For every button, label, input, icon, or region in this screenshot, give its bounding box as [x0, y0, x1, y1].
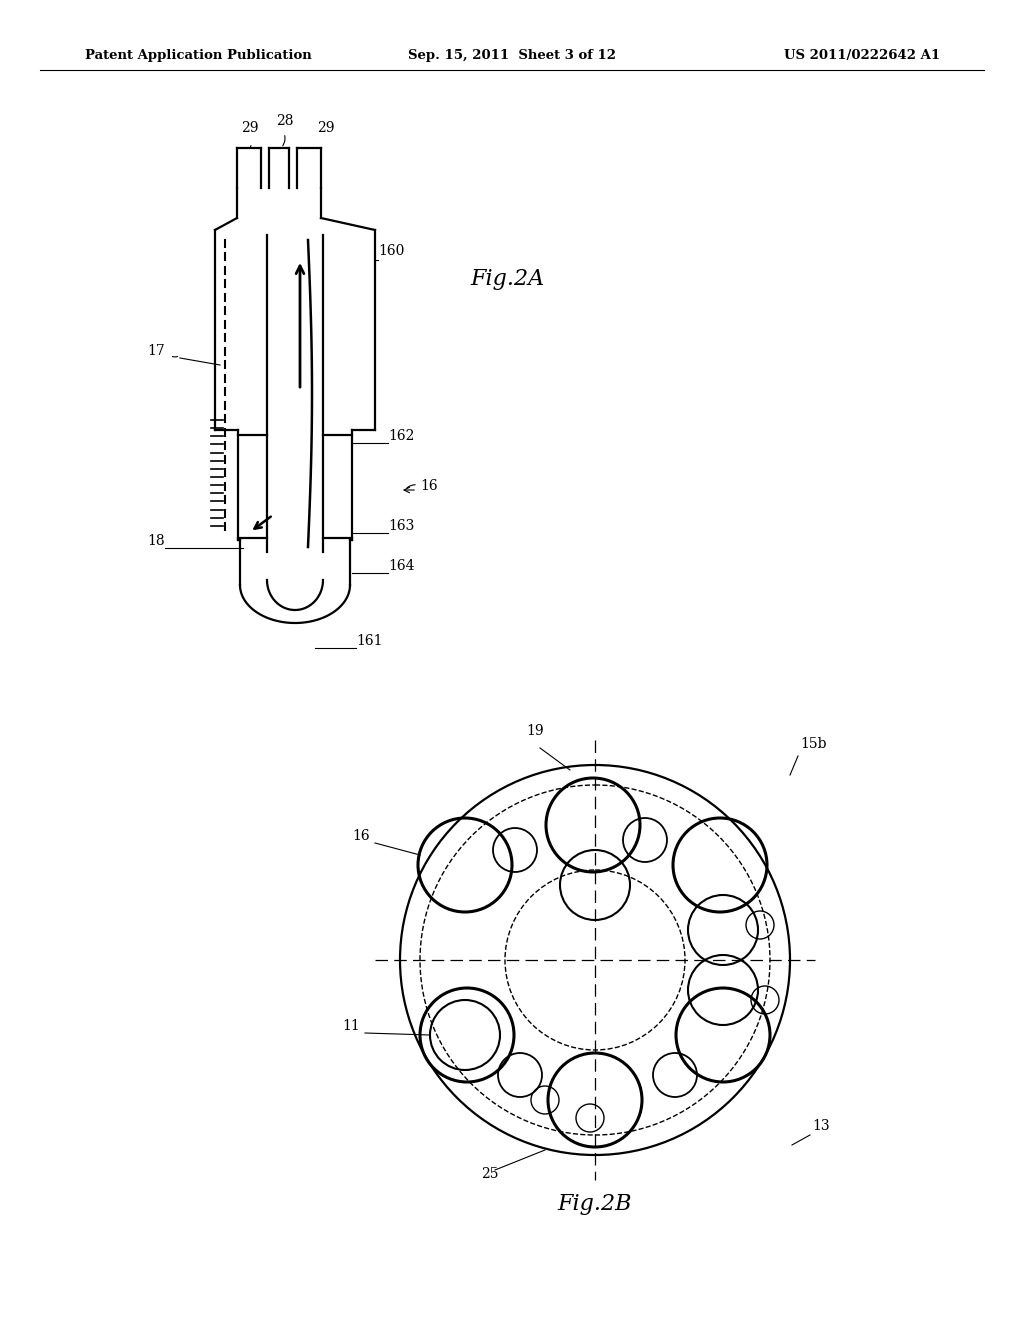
Text: 160: 160	[378, 244, 404, 257]
Text: 29: 29	[317, 121, 335, 135]
Text: Fig.2B: Fig.2B	[558, 1193, 632, 1214]
Text: Patent Application Publication: Patent Application Publication	[85, 49, 311, 62]
Text: 25: 25	[481, 1167, 499, 1181]
Text: 19: 19	[526, 723, 544, 738]
Text: 161: 161	[356, 634, 383, 648]
Text: 163: 163	[388, 519, 415, 533]
Text: Sep. 15, 2011  Sheet 3 of 12: Sep. 15, 2011 Sheet 3 of 12	[408, 49, 616, 62]
Text: 17: 17	[147, 345, 165, 358]
Text: 29: 29	[242, 121, 259, 135]
Text: Fig.2A: Fig.2A	[470, 268, 544, 290]
Text: 164: 164	[388, 558, 415, 573]
Text: 28: 28	[276, 114, 294, 128]
Text: 15b: 15b	[800, 737, 826, 751]
Text: US 2011/0222642 A1: US 2011/0222642 A1	[784, 49, 940, 62]
Text: 162: 162	[388, 429, 415, 444]
Text: 16: 16	[420, 479, 437, 492]
Text: 18: 18	[147, 535, 165, 548]
Text: 16: 16	[352, 829, 370, 843]
Text: 13: 13	[812, 1119, 829, 1133]
Text: 11: 11	[342, 1019, 360, 1034]
